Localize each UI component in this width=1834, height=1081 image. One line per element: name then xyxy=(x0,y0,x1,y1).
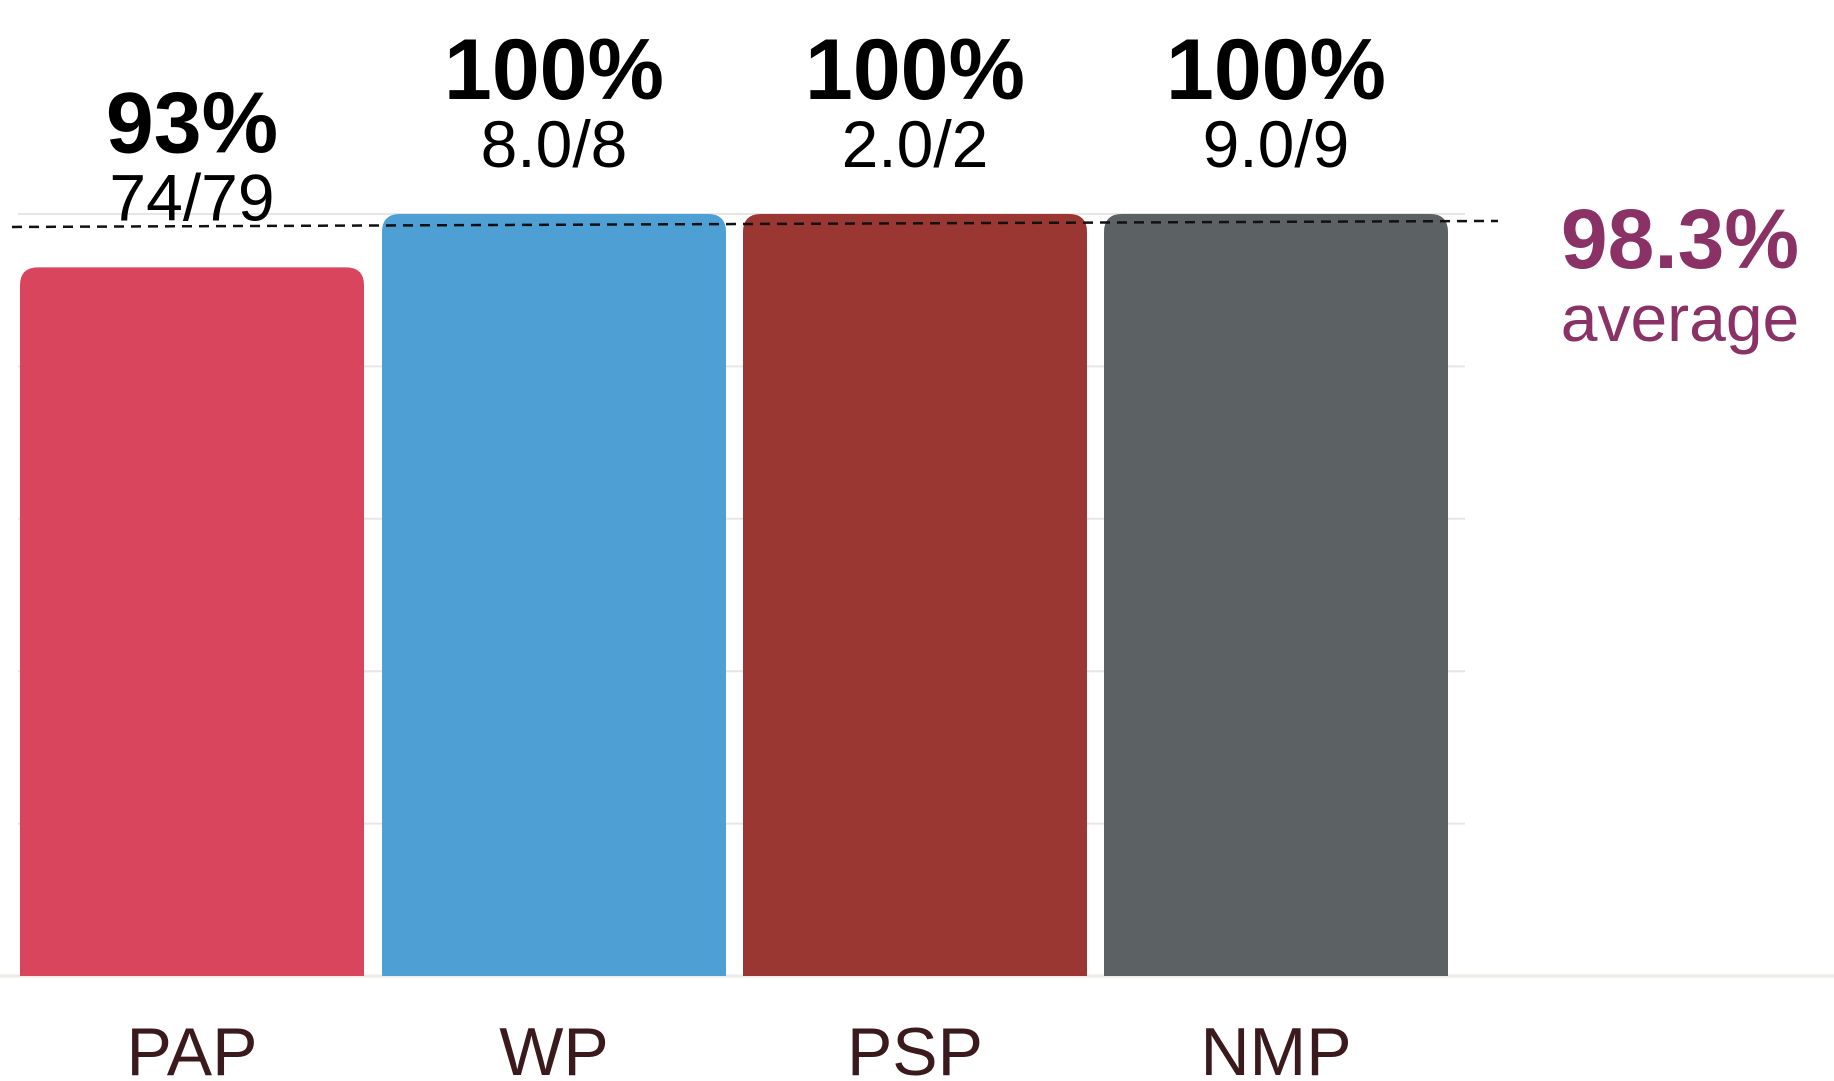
bar-nmp xyxy=(1104,214,1448,976)
bar-labels: 93%74/79PAP100%8.0/8WP100%2.0/2PSP100%9.… xyxy=(106,22,1386,1081)
average-label: average xyxy=(1561,281,1800,355)
fraction-label: 8.0/8 xyxy=(481,107,628,181)
bar-wp xyxy=(382,214,726,976)
category-label: PAP xyxy=(126,1014,257,1081)
bar-psp xyxy=(743,214,1087,976)
category-label: NMP xyxy=(1200,1014,1351,1081)
value-label: 100% xyxy=(805,22,1025,118)
bars xyxy=(20,214,1448,977)
fraction-label: 9.0/9 xyxy=(1203,107,1350,181)
value-label: 100% xyxy=(1166,22,1386,118)
category-label: PSP xyxy=(847,1014,983,1081)
fraction-label: 74/79 xyxy=(109,160,274,234)
average-value: 98.3% xyxy=(1561,192,1799,286)
value-label: 93% xyxy=(106,75,278,171)
category-label: WP xyxy=(499,1014,609,1081)
fraction-label: 2.0/2 xyxy=(842,107,989,181)
average-line xyxy=(11,219,1499,229)
bar-pap xyxy=(20,267,364,977)
value-label: 100% xyxy=(444,22,664,118)
